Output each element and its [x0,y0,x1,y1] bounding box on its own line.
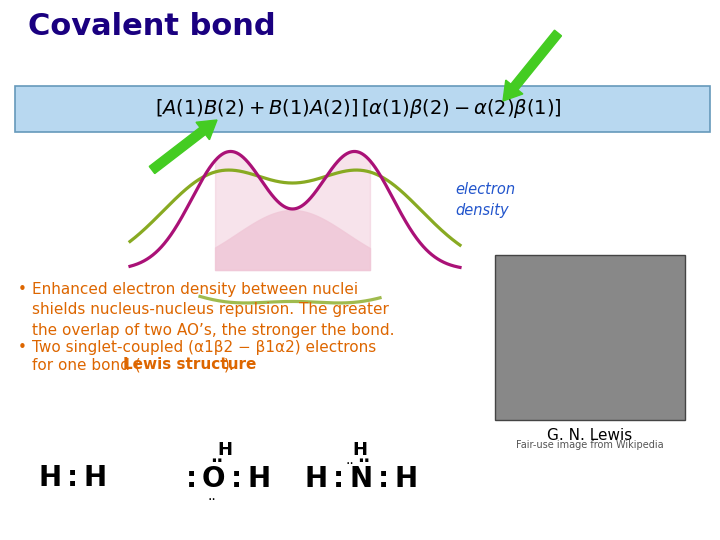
Text: $\mathbf{H{:}H}$: $\mathbf{H{:}H}$ [38,464,106,492]
Text: electron
density: electron density [455,182,515,218]
Text: H: H [353,441,367,459]
Text: ⋅⋅: ⋅⋅ [346,457,354,471]
FancyBboxPatch shape [15,86,710,132]
FancyArrow shape [149,120,217,173]
Text: Two singlet-coupled (α1β2 − β1α2) electrons: Two singlet-coupled (α1β2 − β1α2) electr… [32,340,377,355]
Text: •: • [18,340,27,355]
Text: $\mathbf{H{:}\ddot{N}{:}H}$: $\mathbf{H{:}\ddot{N}{:}H}$ [304,462,416,494]
Text: $[A(1)B(2)+B(1)A(2)]\,[\alpha(1)\beta(2)-\alpha(2)\beta(1)]$: $[A(1)B(2)+B(1)A(2)]\,[\alpha(1)\beta(2)… [155,98,562,120]
Text: ⋅⋅: ⋅⋅ [207,493,217,507]
Bar [495,255,685,420]
Text: Enhanced electron density between nuclei
shields nucleus-nucleus repulsion. The : Enhanced electron density between nuclei… [32,282,395,338]
Text: Covalent bond: Covalent bond [28,12,276,41]
Text: $\mathbf{{:}\ddot{O}{:}H}$: $\mathbf{{:}\ddot{O}{:}H}$ [180,462,270,494]
FancyArrow shape [503,30,562,101]
Text: •: • [18,282,27,297]
Text: ).: ). [224,357,235,372]
Text: for one bond (: for one bond ( [32,357,140,372]
Text: Lewis structure: Lewis structure [123,357,256,372]
Text: Fair-use image from Wikipedia: Fair-use image from Wikipedia [516,440,664,450]
Text: H: H [217,441,233,459]
Text: G. N. Lewis: G. N. Lewis [547,428,633,443]
